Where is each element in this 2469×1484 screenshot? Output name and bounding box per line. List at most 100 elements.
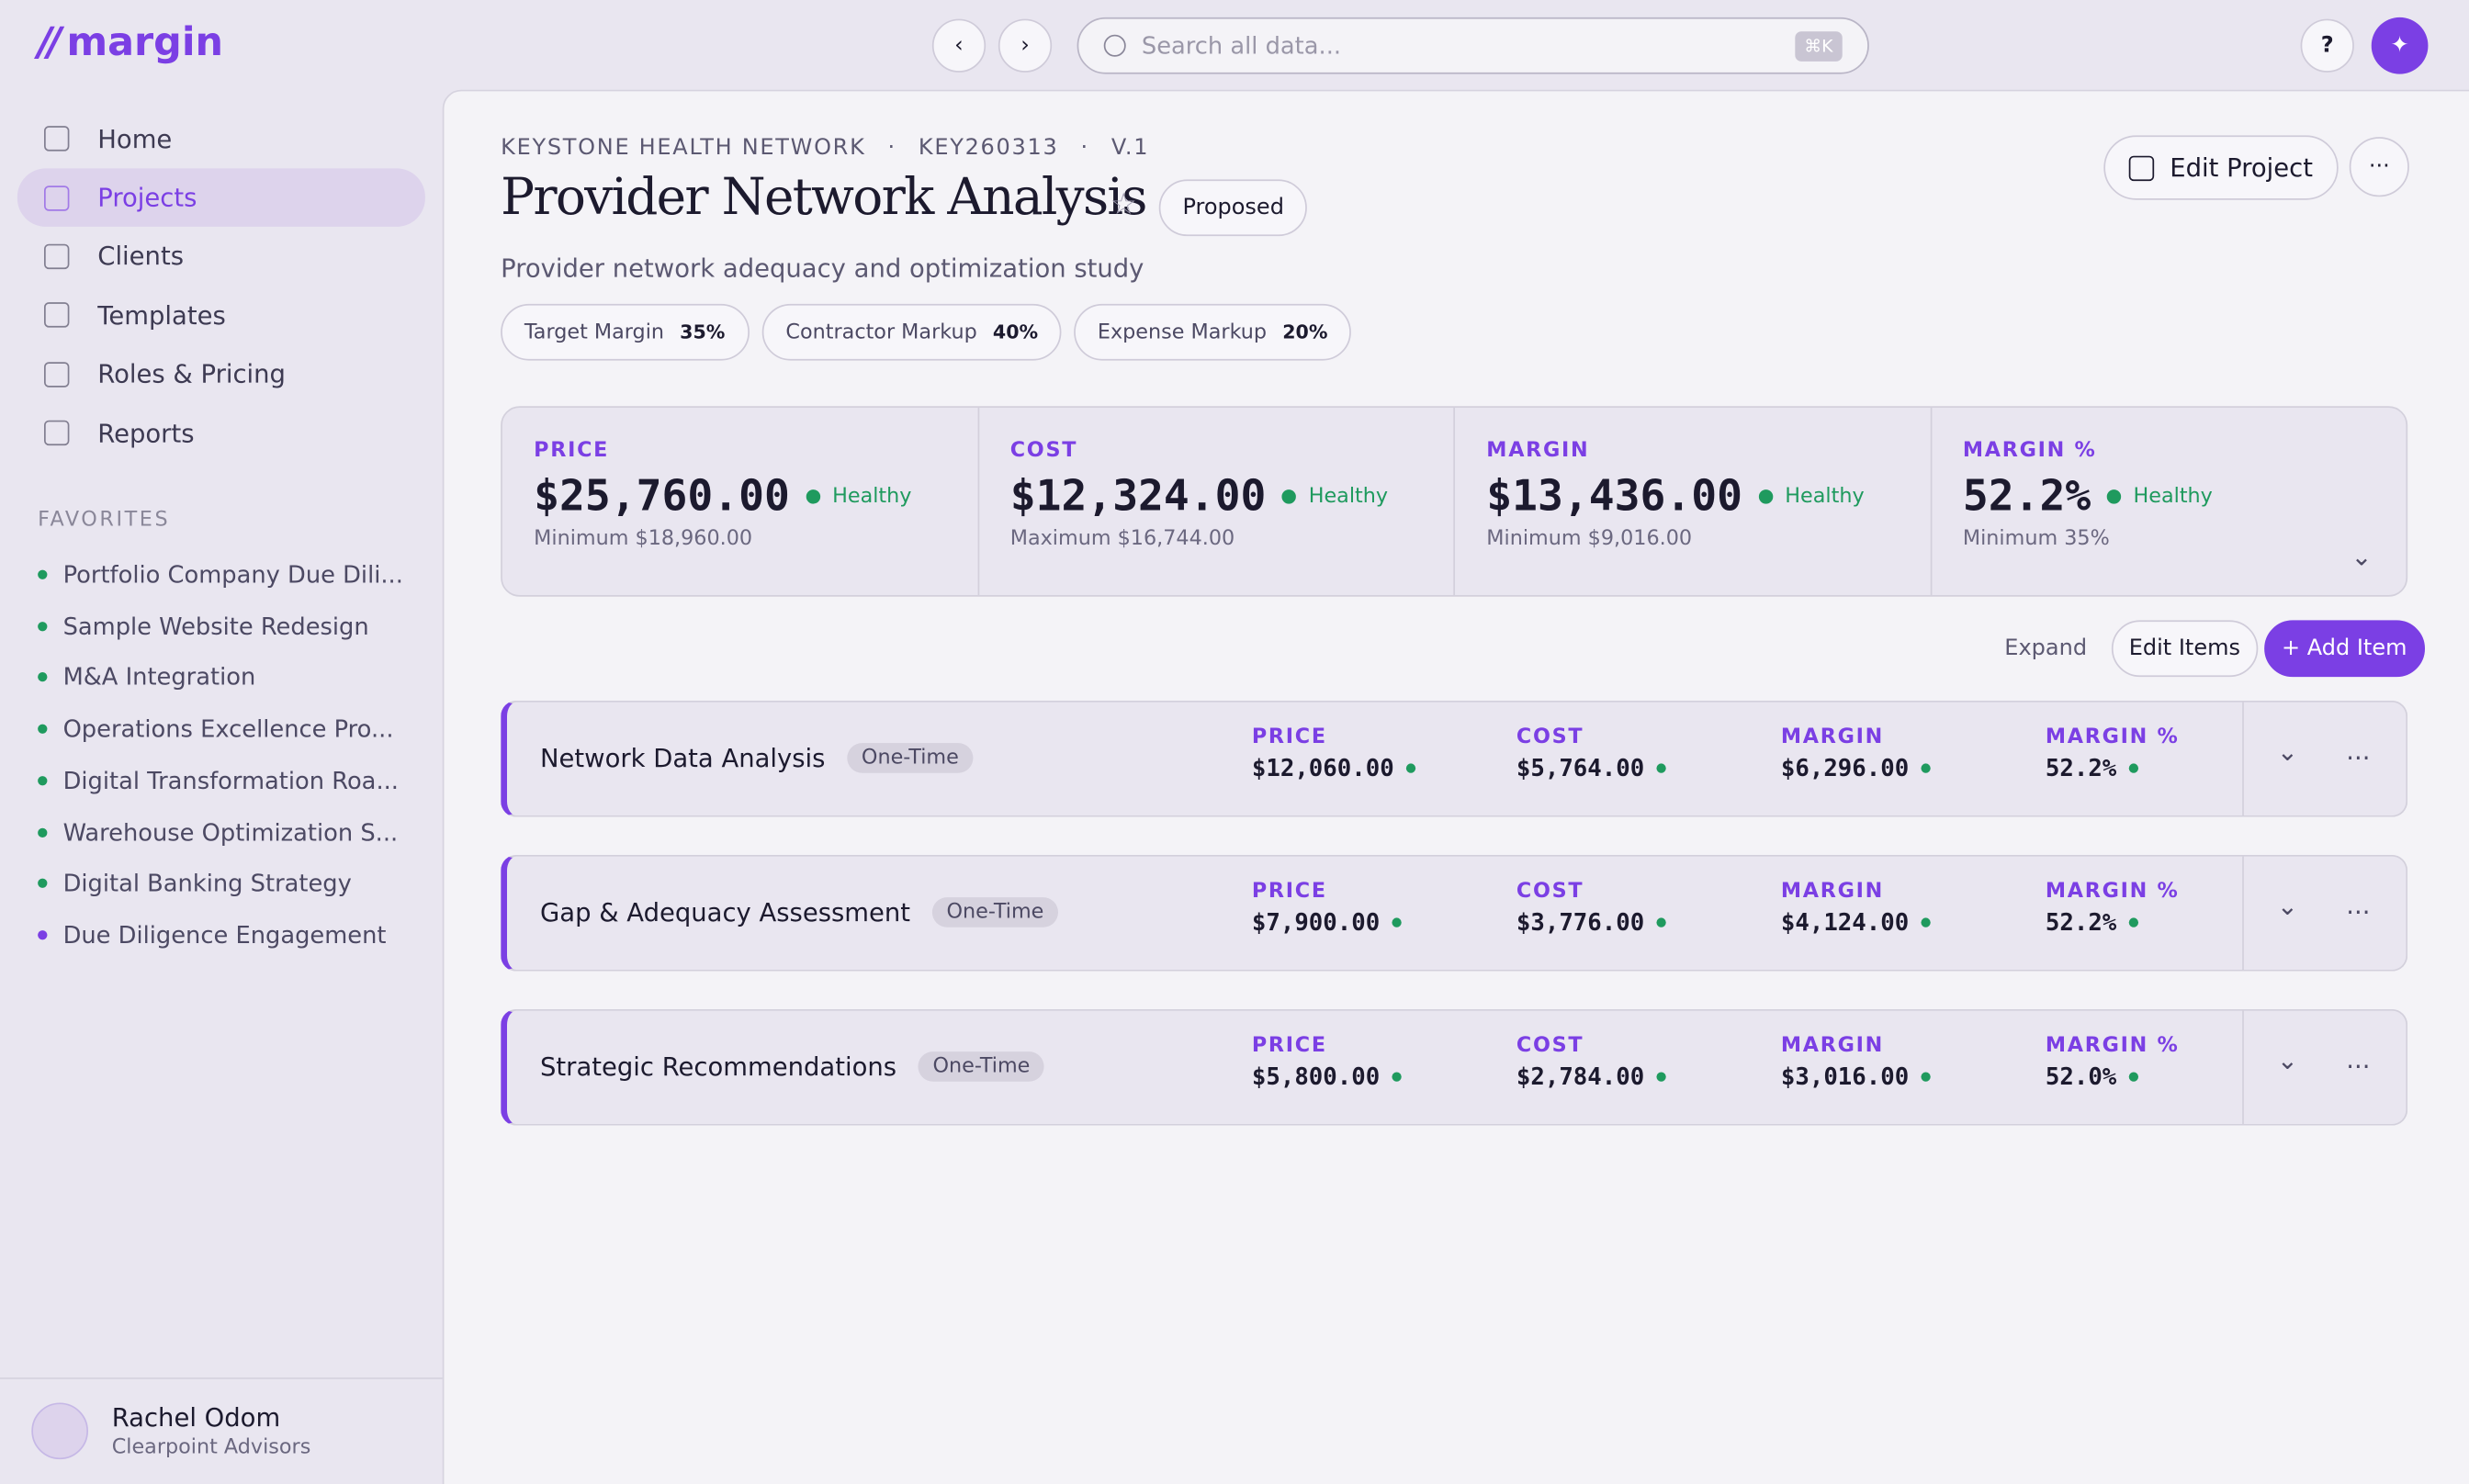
- item-expand[interactable]: ⌄: [2276, 1045, 2298, 1075]
- favorite[interactable]: Due Diligence Engagement: [38, 921, 387, 950]
- edit-items-button[interactable]: Edit Items: [2111, 620, 2258, 678]
- item-tag: One-Time: [847, 743, 974, 773]
- status-dot: [1656, 917, 1667, 928]
- ai-button[interactable]: ✦: [2371, 17, 2429, 74]
- crumb-version: V.1: [1110, 135, 1150, 161]
- favorite[interactable]: M&A Integration: [38, 663, 255, 691]
- nav-item[interactable]: Reports: [17, 404, 425, 462]
- item-metric-value-row: $3,776.00: [1516, 908, 1667, 937]
- metric-value-row: $12,324.00 Healthy: [1010, 472, 1454, 521]
- item-metric-value-row: $5,764.00: [1516, 754, 1667, 782]
- status-dot: [1921, 1072, 1932, 1082]
- item-more[interactable]: ···: [2346, 743, 2371, 773]
- nav-icon: [44, 420, 70, 446]
- forward-button[interactable]: ›: [998, 18, 1053, 73]
- item-metric: COST $2,784.00: [1516, 1034, 1667, 1091]
- item-more[interactable]: ···: [2346, 1051, 2371, 1082]
- status-dot: [38, 929, 48, 940]
- nav-item[interactable]: Home: [17, 109, 425, 167]
- item-name: Gap & Adequacy Assessment: [540, 897, 911, 928]
- item-metric-value: $4,124.00: [1780, 908, 1910, 938]
- item-metric-value: $6,296.00: [1780, 754, 1910, 783]
- status-dot: [1758, 489, 1773, 504]
- status-label: Healthy: [2133, 485, 2213, 509]
- setting-value: 35%: [680, 320, 726, 343]
- item-more[interactable]: ···: [2346, 897, 2371, 928]
- item-metric: PRICE $7,900.00: [1252, 880, 1403, 937]
- favorites-title: FAVORITES: [38, 508, 171, 533]
- status-dot: [38, 672, 48, 682]
- item-expand[interactable]: ⌄: [2276, 736, 2298, 767]
- status-dot: [2129, 763, 2139, 773]
- shortcut: ⌘K: [1794, 30, 1843, 62]
- item-metric-label: MARGIN: [1780, 1034, 1884, 1059]
- favorite[interactable]: Portfolio Company Due Dili...: [38, 560, 403, 589]
- item-metric-label: COST: [1516, 725, 1584, 750]
- item-metric: MARGIN $4,124.00: [1780, 880, 1932, 938]
- item-header: Network Data Analysis One-Time: [540, 743, 974, 773]
- nav-label: Roles & Pricing: [97, 359, 286, 389]
- item-divider: [2242, 702, 2244, 816]
- nav-label: Projects: [97, 182, 197, 213]
- item-divider: [2242, 856, 2244, 971]
- favorite-label: M&A Integration: [62, 663, 256, 692]
- nav-item[interactable]: Clients: [17, 228, 425, 286]
- nav-item[interactable]: Projects: [17, 168, 425, 227]
- status-dot: [2129, 917, 2139, 928]
- item-metric-value: 52.2%: [2045, 754, 2117, 783]
- item-metric: MARGIN % 52.2%: [2046, 880, 2180, 937]
- favorite-star[interactable]: ☆: [1110, 187, 1137, 222]
- favorite[interactable]: Digital Banking Strategy: [38, 870, 352, 897]
- expand-button[interactable]: Expand: [2004, 635, 2088, 662]
- item-metric-value-row: 52.0%: [2046, 1062, 2180, 1091]
- setting-value: 40%: [992, 320, 1039, 343]
- more-button[interactable]: ···: [2349, 137, 2409, 197]
- nav-icon: [44, 243, 70, 269]
- line-item: Strategic Recommendations One-Time PRICE $5…: [501, 1008, 2408, 1126]
- status-dot: [1921, 763, 1932, 773]
- logo[interactable]: //margin: [38, 19, 223, 65]
- favorite[interactable]: Warehouse Optimization S...: [38, 818, 398, 846]
- add-item-button[interactable]: + Add Item: [2264, 620, 2425, 678]
- setting-chip[interactable]: Target Margin 35%: [501, 303, 750, 361]
- search-box[interactable]: Search all data... ⌘K: [1077, 17, 1869, 74]
- item-header: Gap & Adequacy Assessment One-Time: [540, 897, 1058, 928]
- item-expand[interactable]: ⌄: [2276, 891, 2298, 921]
- item-metric-value-row: $6,296.00: [1780, 754, 1932, 783]
- item-metric-value-row: $5,800.00: [1252, 1062, 1403, 1091]
- nav-item[interactable]: Roles & Pricing: [17, 345, 425, 403]
- edit-label: Edit Project: [2170, 152, 2313, 183]
- favorite[interactable]: Digital Transformation Roa...: [38, 767, 399, 794]
- favorite-label: Operations Excellence Pro...: [62, 714, 394, 744]
- help-button[interactable]: ?: [2300, 18, 2354, 73]
- nav-label: Home: [97, 123, 173, 154]
- status-label: Healthy: [1308, 485, 1389, 509]
- item-metric-value-row: 52.2%: [2046, 908, 2180, 937]
- item-tag: One-Time: [919, 1051, 1044, 1082]
- item-metric: COST $5,764.00: [1516, 725, 1667, 782]
- setting-chip[interactable]: Contractor Markup 40%: [761, 303, 1062, 361]
- status-badge: Proposed: [1158, 179, 1308, 237]
- expand-metrics[interactable]: ⌄: [2351, 541, 2373, 572]
- edit-icon: [2128, 154, 2155, 181]
- metric-value-row: 52.2% Healthy: [1963, 472, 2407, 521]
- setting-chip[interactable]: Expense Markup 20%: [1074, 303, 1352, 361]
- item-metric-value-row: $12,060.00: [1252, 754, 1416, 782]
- favorite[interactable]: Sample Website Redesign: [38, 612, 369, 640]
- back-button[interactable]: ‹: [931, 18, 986, 73]
- nav-icon: [44, 361, 70, 388]
- status-label: Healthy: [1785, 485, 1865, 509]
- nav-item[interactable]: Templates: [17, 287, 425, 344]
- item-metric-label: MARGIN: [1780, 725, 1884, 750]
- status-dot: [1392, 917, 1403, 928]
- status-dot: [38, 878, 48, 889]
- metric-note: Maximum $16,744.00: [1009, 527, 1235, 552]
- separator: ·: [1080, 135, 1089, 161]
- metric: COST $12,324.00 Healthy Maximum $16,744.00: [978, 408, 1456, 596]
- brand: margin: [66, 18, 224, 65]
- edit-project[interactable]: Edit Project: [2103, 135, 2339, 200]
- item-metric-label: COST: [1516, 880, 1584, 905]
- favorite[interactable]: Operations Excellence Pro...: [38, 714, 393, 743]
- item-metric: PRICE $12,060.00: [1252, 725, 1416, 782]
- item-metric: MARGIN $6,296.00: [1780, 725, 1932, 783]
